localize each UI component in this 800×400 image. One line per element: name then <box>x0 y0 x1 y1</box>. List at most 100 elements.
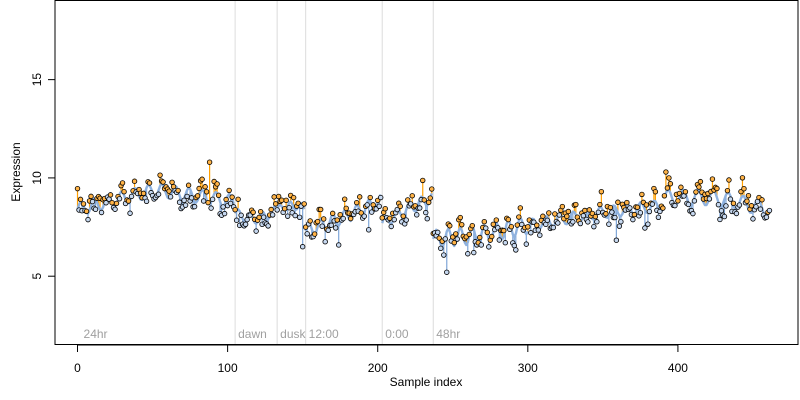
data-point <box>484 229 490 236</box>
data-point <box>272 201 279 207</box>
data-point <box>113 200 120 207</box>
data-point <box>595 209 602 215</box>
data-point <box>585 219 591 225</box>
data-point <box>454 236 460 242</box>
data-point <box>376 203 382 209</box>
data-point <box>332 225 339 231</box>
data-point <box>127 210 133 216</box>
data-point <box>182 202 189 208</box>
data-point <box>556 212 563 218</box>
phase-label-1200: 12:00 <box>309 327 339 341</box>
fitted-curve-segment <box>663 188 771 218</box>
data-point <box>403 217 409 223</box>
data-point <box>469 222 475 229</box>
data-point <box>486 244 492 250</box>
data-point <box>537 232 543 238</box>
data-point <box>544 217 551 224</box>
data-point <box>453 231 459 237</box>
data-point <box>379 215 385 221</box>
y-axis: 5 10 15 <box>30 73 56 280</box>
data-point <box>678 184 684 190</box>
data-point <box>409 193 415 199</box>
x-tick-label: 400 <box>668 361 688 375</box>
data-point <box>613 237 620 243</box>
data-point <box>343 205 349 212</box>
data-point <box>580 213 587 219</box>
data-points <box>74 159 773 275</box>
data-point <box>637 210 644 216</box>
y-tick-label: 15 <box>30 73 44 87</box>
data-point <box>723 203 729 209</box>
data-point <box>550 224 557 231</box>
data-point <box>666 175 672 181</box>
data-point <box>624 199 630 206</box>
data-point <box>382 205 388 212</box>
data-point <box>718 208 725 214</box>
data-point <box>508 223 515 230</box>
data-point <box>552 211 558 217</box>
data-point <box>328 222 334 228</box>
data-point <box>466 231 472 238</box>
data-point <box>414 212 420 218</box>
data-point <box>378 194 384 201</box>
data-point <box>369 209 375 215</box>
data-point <box>736 202 743 208</box>
data-point <box>128 193 135 200</box>
data-point <box>112 206 118 212</box>
data-point <box>555 220 561 226</box>
data-point <box>256 214 262 221</box>
data-point <box>98 209 105 216</box>
data-point <box>667 181 674 187</box>
data-point <box>612 214 618 221</box>
data-point <box>292 212 298 219</box>
data-point <box>358 210 364 216</box>
data-point <box>573 201 579 208</box>
phase-label-48hr: 48hr <box>436 327 460 341</box>
data-point <box>744 198 750 204</box>
data-point <box>603 211 609 217</box>
data-point <box>296 214 303 221</box>
data-point <box>103 200 109 206</box>
data-point <box>589 210 596 217</box>
data-point <box>423 209 429 216</box>
data-point <box>753 204 759 210</box>
data-point <box>663 169 669 175</box>
data-point <box>185 182 192 188</box>
data-point <box>639 191 645 198</box>
data-point <box>131 178 138 184</box>
data-point <box>615 199 621 205</box>
data-point <box>319 223 325 229</box>
data-point <box>748 203 755 209</box>
phase-label-dusk: dusk <box>280 327 306 341</box>
data-point <box>200 198 207 204</box>
data-point <box>607 204 614 211</box>
data-point <box>208 205 214 211</box>
data-point <box>322 239 328 245</box>
data-point <box>107 192 114 198</box>
data-point <box>77 196 84 203</box>
data-point <box>721 213 728 220</box>
data-point <box>214 181 220 187</box>
data-point <box>757 206 764 212</box>
data-point <box>244 216 250 223</box>
data-point <box>660 205 666 211</box>
data-point <box>329 210 336 217</box>
data-point <box>387 215 393 221</box>
data-point <box>275 193 282 200</box>
data-point <box>196 185 202 192</box>
data-point <box>424 216 430 222</box>
data-point <box>235 196 241 202</box>
data-point <box>652 189 659 195</box>
data-point <box>337 211 343 218</box>
data-point <box>157 172 163 178</box>
data-point <box>763 214 770 220</box>
data-point <box>598 188 605 195</box>
data-point <box>317 206 324 213</box>
data-point <box>655 214 662 220</box>
data-point <box>184 193 190 200</box>
x-tick-label: 200 <box>368 361 388 375</box>
data-point <box>420 177 426 184</box>
data-point <box>642 225 648 231</box>
data-point <box>269 212 276 218</box>
data-point <box>481 218 487 225</box>
